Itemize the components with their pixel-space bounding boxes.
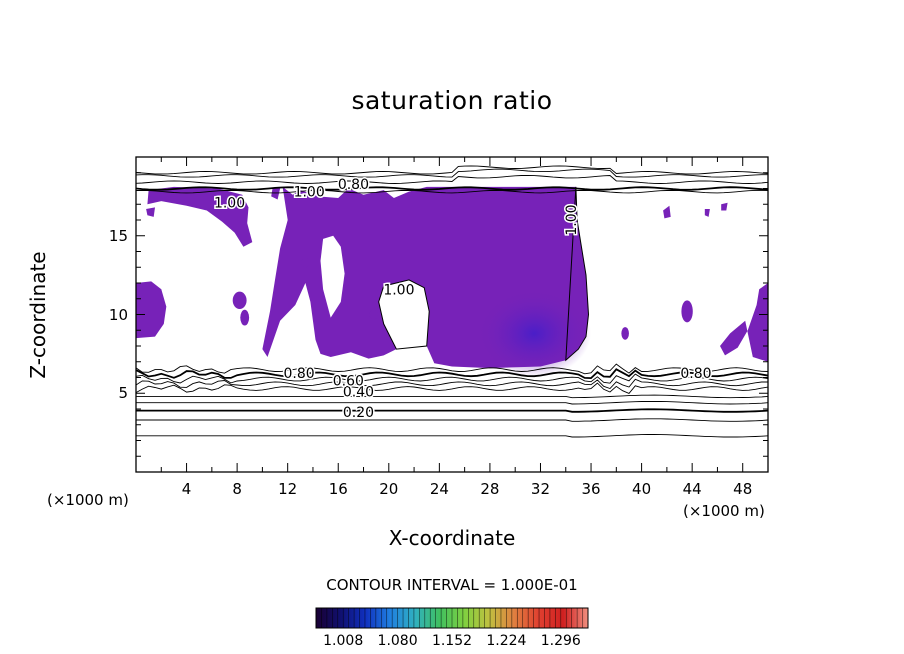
supersaturated-patch bbox=[301, 257, 310, 268]
contour-line bbox=[136, 373, 768, 384]
x-tick-label: 40 bbox=[632, 480, 652, 498]
contour-line bbox=[136, 382, 768, 394]
contour-interval-label: CONTOUR INTERVAL = 1.000E-01 bbox=[326, 576, 578, 594]
x-tick-label: 32 bbox=[530, 480, 551, 498]
supersaturated-patch bbox=[369, 309, 379, 320]
contour-line bbox=[136, 394, 768, 399]
colorbar-tick-label: 1.296 bbox=[540, 633, 581, 649]
x-tick-label: 44 bbox=[682, 480, 702, 498]
contour-line bbox=[136, 189, 768, 194]
x-tick-label: 48 bbox=[733, 480, 753, 498]
x-unit-label-right: (×1000 m) bbox=[683, 502, 765, 520]
y-axis-label: Z-coordinate bbox=[26, 251, 50, 379]
y-tick-label: 10 bbox=[108, 305, 128, 324]
supersaturated-region-left-edge bbox=[136, 281, 167, 339]
contour-label: 1.00 bbox=[214, 196, 245, 212]
contour-label: 0.80 bbox=[283, 366, 314, 382]
y-tick-label: 15 bbox=[108, 226, 128, 245]
contour-line bbox=[136, 408, 768, 413]
contour-label: 1.00 bbox=[383, 282, 414, 298]
colorbar-tick-label: 1.080 bbox=[377, 633, 418, 649]
x-axis-label: X-coordinate bbox=[388, 526, 516, 550]
contour-label: 0.60 bbox=[333, 374, 364, 390]
x-tick-label: 12 bbox=[278, 480, 298, 498]
colorbar-tick-label: 1.008 bbox=[323, 633, 364, 649]
contour-line bbox=[136, 368, 768, 380]
x-tick-label: 36 bbox=[581, 480, 601, 498]
contour-line bbox=[136, 400, 768, 405]
contour-label: 0.80 bbox=[680, 366, 711, 382]
contour-line bbox=[136, 434, 768, 438]
y-tick-label: 5 bbox=[118, 384, 128, 403]
subsaturated-hole bbox=[320, 235, 345, 318]
contour-line bbox=[136, 363, 768, 375]
supersaturated-patch bbox=[232, 291, 247, 309]
contour-line bbox=[136, 174, 768, 184]
x-unit-label-left: (×1000 m) bbox=[47, 491, 129, 509]
x-tick-label: 8 bbox=[232, 480, 242, 498]
contour-line bbox=[136, 418, 768, 422]
supersaturated-fragment bbox=[271, 188, 281, 200]
contour-label: 1.00 bbox=[294, 185, 325, 201]
plot-area: 0.20 0.400.60 0.80 0.80 1.00 1.00 1.00 1.00 0.80 bbox=[136, 165, 768, 438]
contour-outline bbox=[565, 186, 590, 362]
supersaturated-fragment bbox=[663, 205, 671, 219]
contour-line bbox=[136, 165, 768, 175]
x-tick-label: 28 bbox=[480, 480, 500, 498]
colorbar-tick-label: 1.152 bbox=[431, 633, 473, 649]
contour-outline bbox=[378, 279, 430, 350]
contour-label: 1.00 bbox=[564, 204, 580, 235]
supersaturated-patch bbox=[240, 309, 250, 326]
contour-line bbox=[136, 168, 768, 178]
x-tick-label: 16 bbox=[328, 480, 348, 498]
colorbar-tick-label: 1.224 bbox=[486, 633, 527, 649]
supersaturated-region-upper-left bbox=[147, 186, 253, 247]
contour-label: 0.80 bbox=[338, 177, 369, 193]
x-tick-label: 24 bbox=[429, 480, 449, 498]
supersaturated-fragment bbox=[704, 209, 710, 217]
supersaturated-fragment bbox=[146, 207, 155, 217]
x-tick-label: 20 bbox=[379, 480, 399, 498]
supersaturated-core bbox=[477, 289, 592, 378]
x-tick-label: 4 bbox=[181, 480, 192, 498]
supersaturated-region-right-edge bbox=[720, 283, 768, 362]
contour-line bbox=[136, 186, 768, 191]
contour-line bbox=[136, 378, 768, 390]
supersaturated-patch bbox=[621, 327, 629, 340]
supersaturated-patch bbox=[681, 300, 693, 323]
chart-title: saturation ratio bbox=[351, 86, 553, 115]
supersaturated-fragment bbox=[721, 202, 728, 211]
contour-label: 0.20 bbox=[343, 405, 374, 421]
contour-label: 0.40 bbox=[343, 385, 374, 401]
